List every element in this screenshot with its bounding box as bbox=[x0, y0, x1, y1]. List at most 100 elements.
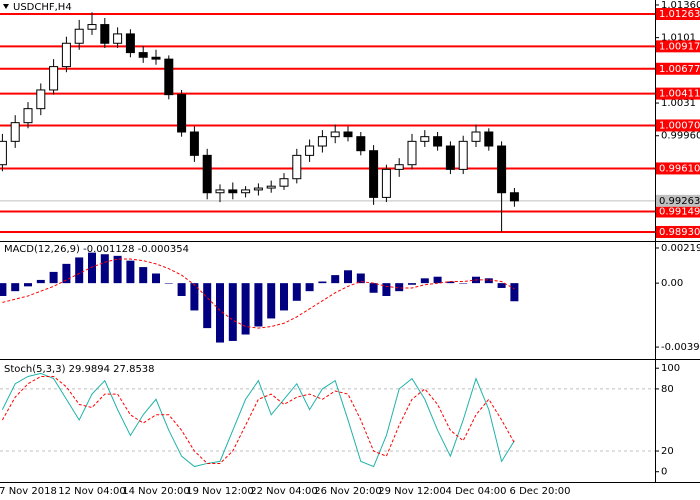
x-tick-label: 14 Nov 20:00 bbox=[122, 486, 189, 497]
macd-signal bbox=[2, 258, 515, 329]
current-price-box bbox=[656, 194, 700, 207]
candle-body bbox=[253, 187, 263, 191]
y-tick-label: 0 bbox=[661, 467, 667, 478]
macd-bar bbox=[344, 270, 352, 284]
macd-bar bbox=[318, 281, 327, 284]
stoch-signal bbox=[1, 375, 515, 464]
level-label: 1.00070 bbox=[659, 120, 700, 131]
x-tick-label: 7 Nov 2018 bbox=[0, 486, 57, 497]
macd-bar bbox=[49, 271, 58, 284]
candle-body bbox=[202, 154, 212, 194]
macd-bar bbox=[139, 267, 148, 284]
level-label-box bbox=[656, 8, 700, 21]
candle-body bbox=[61, 42, 71, 68]
macd-bar bbox=[100, 254, 109, 284]
candle-body bbox=[87, 24, 97, 30]
level-label-box bbox=[656, 162, 700, 175]
candle-body bbox=[74, 28, 84, 44]
candle-body bbox=[138, 52, 148, 58]
level-label-box bbox=[656, 205, 700, 218]
y-tick-label: -0.003982 bbox=[661, 342, 700, 353]
macd-bar bbox=[433, 276, 442, 284]
macd-bar bbox=[331, 275, 340, 284]
candle-body bbox=[292, 154, 302, 180]
candle-body bbox=[151, 56, 161, 60]
candle-body bbox=[509, 192, 519, 202]
candle-body bbox=[497, 145, 507, 194]
level-label: 1.00917 bbox=[659, 41, 700, 52]
macd-bar bbox=[11, 283, 20, 292]
macd-bar bbox=[113, 255, 122, 284]
x-tick-label: 19 Nov 12:00 bbox=[186, 486, 253, 497]
candle-body bbox=[381, 168, 391, 198]
x-tick-label: 12 Nov 04:00 bbox=[58, 486, 125, 497]
macd-bar bbox=[280, 283, 288, 311]
macd-bar bbox=[62, 263, 71, 284]
candle-body bbox=[125, 33, 135, 54]
candle-body bbox=[471, 131, 481, 142]
chart-title: USDCHF,H4 bbox=[13, 2, 72, 13]
x-tick-label: 4 Dec 04:00 bbox=[446, 486, 507, 497]
macd-bar bbox=[241, 283, 250, 335]
macd-bar bbox=[267, 283, 276, 319]
candle-body bbox=[113, 33, 123, 44]
candle-body bbox=[394, 164, 404, 170]
level-label: 0.99610 bbox=[659, 163, 700, 174]
candle-body bbox=[356, 136, 366, 152]
macd-bar bbox=[484, 278, 493, 284]
candle-body bbox=[407, 140, 417, 166]
x-tick-label: 6 Dec 20:00 bbox=[510, 486, 571, 497]
x-tick-label: 26 Nov 20:00 bbox=[314, 486, 381, 497]
candle-body bbox=[10, 122, 20, 142]
candle-body bbox=[164, 58, 174, 96]
macd-bar bbox=[190, 283, 199, 311]
macd-bar bbox=[203, 283, 212, 329]
candle-body bbox=[458, 140, 468, 170]
macd-bar bbox=[88, 252, 96, 284]
macd-bar bbox=[126, 260, 135, 284]
macd-bar bbox=[497, 283, 506, 288]
level-label-box bbox=[656, 40, 700, 53]
macd-bar bbox=[24, 283, 32, 287]
candle-body bbox=[305, 145, 315, 156]
candle-body bbox=[189, 131, 199, 156]
candle-body bbox=[330, 131, 340, 138]
macd-bar bbox=[164, 283, 173, 284]
candle-body bbox=[433, 136, 443, 147]
y-tick-label: 0.00219 bbox=[661, 243, 700, 254]
candle-body bbox=[266, 185, 276, 189]
macd-bar bbox=[216, 283, 224, 343]
macd-bar bbox=[459, 283, 468, 284]
macd-bar bbox=[292, 283, 301, 301]
candle-body bbox=[177, 94, 187, 133]
macd-bar bbox=[510, 283, 519, 302]
y-tick-label: 80 bbox=[661, 384, 674, 395]
candle-body bbox=[317, 136, 327, 147]
x-tick-label: 22 Nov 04:00 bbox=[250, 486, 317, 497]
candle-body bbox=[49, 66, 59, 91]
macd-label: MACD(12,26,9) -0.001128 -0.000354 bbox=[4, 244, 189, 255]
macd-bar bbox=[305, 283, 314, 292]
macd-bar bbox=[408, 283, 416, 285]
macd-bar bbox=[36, 279, 45, 284]
candle-body bbox=[23, 108, 33, 124]
macd-bar bbox=[369, 283, 378, 293]
level-label-box bbox=[656, 119, 700, 132]
candle-body bbox=[343, 131, 353, 138]
y-tick-label: 1.01360 bbox=[661, 0, 700, 11]
macd-bar bbox=[382, 283, 391, 296]
candle-body bbox=[420, 136, 430, 142]
candle-body bbox=[279, 178, 289, 187]
level-label: 1.00411 bbox=[659, 89, 700, 100]
x-tick-label: 29 Nov 12:00 bbox=[378, 486, 445, 497]
macd-bar bbox=[446, 281, 455, 284]
macd-bar bbox=[75, 257, 84, 284]
level-label: 0.99149 bbox=[659, 207, 700, 218]
level-label-box bbox=[656, 225, 700, 238]
candle-body bbox=[484, 131, 494, 147]
y-tick-label: 100 bbox=[661, 363, 680, 374]
symbol-icon bbox=[3, 4, 9, 9]
level-label: 1.01263 bbox=[659, 9, 700, 20]
